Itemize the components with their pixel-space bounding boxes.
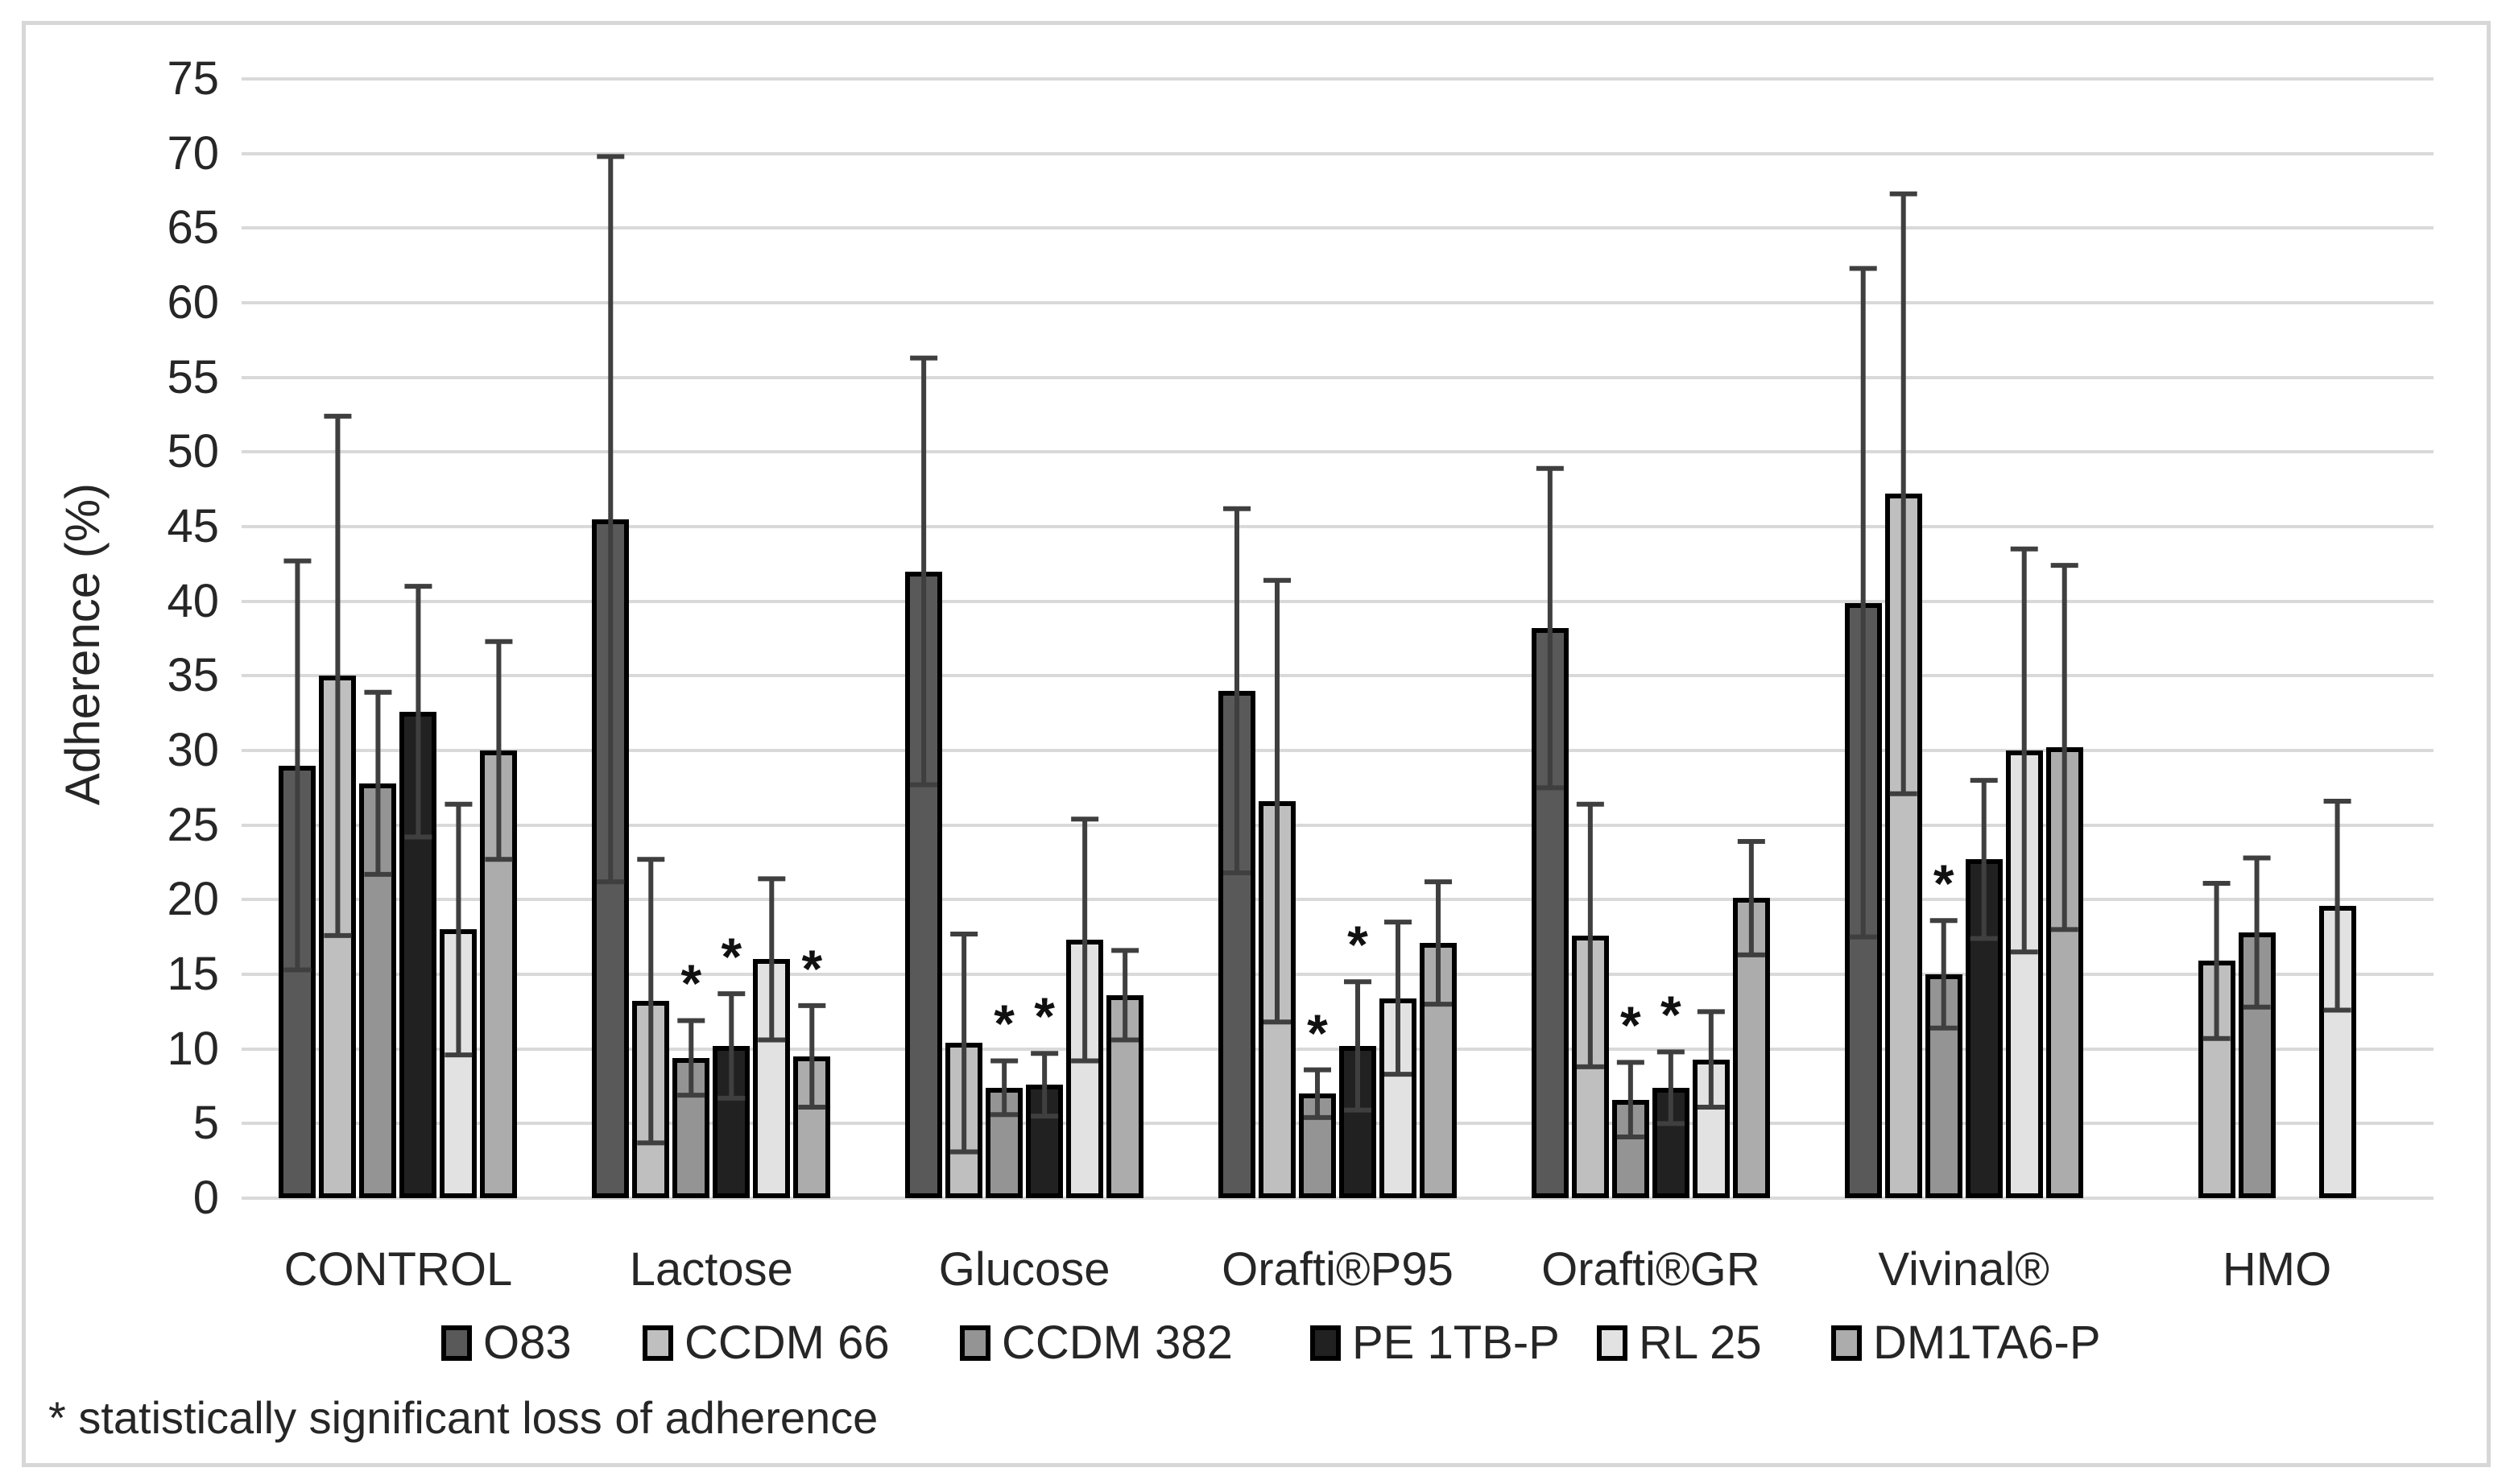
category-label-hmo: HMO [2222,1243,2332,1296]
legend-label: PE 1TB-P [1352,1317,1560,1369]
gridline-y-35 [242,674,2434,678]
significance-asterisk-pe-1tb-p-3: * [1347,915,1368,975]
y-tick-label-50: 50 [167,425,219,478]
legend-label: CCDM 66 [684,1317,890,1369]
bar-ccdm-382-orafti-gr [1611,1099,1649,1198]
y-tick-label-75: 75 [167,52,219,105]
y-tick-label-20: 20 [167,873,219,926]
bar-pe-1tb-p-orafti-p95 [1339,1045,1376,1198]
gridline-y-10 [242,1047,2434,1051]
y-tick-label-0: 0 [192,1172,219,1224]
legend-swatch-icon [441,1325,472,1361]
gridline-y-55 [242,375,2434,379]
legend-swatch-icon [1597,1325,1627,1361]
legend-swatch-icon [1310,1325,1341,1361]
footnote: * statistically significant loss of adhe… [48,1392,879,1443]
category-label-vivinal-: Vivinal® [1878,1243,2049,1296]
significance-asterisk-pe-1tb-p-4: * [1660,985,1681,1045]
y-tick-label-40: 40 [167,574,219,627]
legend-label: O83 [483,1317,572,1369]
legend-swatch-icon [1831,1325,1862,1361]
y-tick-label-30: 30 [167,724,219,776]
gridline-y-60 [242,301,2434,304]
significance-asterisk-ccdm-382-1: * [680,953,702,1014]
gridline-y-0 [242,1197,2434,1200]
bar-ccdm-382-control [359,783,397,1198]
bar-ccdm-382-orafti-p95 [1299,1093,1336,1198]
y-tick-label-60: 60 [167,276,219,329]
category-label-orafti-gr: Orafti®GR [1541,1243,1760,1296]
legend-swatch-icon [960,1325,990,1361]
category-label-control: CONTROL [283,1243,513,1296]
legend-swatch-icon [643,1325,673,1361]
gridline-y-25 [242,823,2434,827]
category-label-glucose: Glucose [938,1243,1110,1296]
category-label-lactose: Lactose [629,1243,793,1296]
legend-label: CCDM 382 [1002,1317,1233,1369]
y-tick-label-35: 35 [167,649,219,702]
significance-asterisk-pe-1tb-p-1: * [721,927,742,987]
significance-asterisk-ccdm-382-4: * [1620,995,1641,1056]
gridline-y-30 [242,749,2434,752]
bar-dm1ta6-p-control [480,750,518,1198]
y-tick-label-55: 55 [167,350,219,403]
significance-asterisk-pe-1tb-p-2: * [1034,986,1055,1047]
legend-label: DM1TA6-P [1873,1317,2101,1369]
gridline-y-40 [242,599,2434,603]
y-tick-label-15: 15 [167,948,219,1000]
y-tick-label-10: 10 [167,1022,219,1075]
y-tick-label-25: 25 [167,798,219,851]
bar-dm1ta6-p-vivinal- [2045,747,2083,1198]
gridline-y-65 [242,226,2434,230]
significance-asterisk-ccdm-382-3: * [1307,1002,1328,1063]
y-tick-label-5: 5 [192,1097,219,1150]
legend-label: RL 25 [1639,1317,1762,1369]
gridline-y-75 [242,77,2434,81]
y-tick-label-45: 45 [167,500,219,552]
y-tick-label-70: 70 [167,126,219,180]
gridline-y-50 [242,450,2434,454]
gridline-y-15 [242,973,2434,976]
category-label-orafti-p95: Orafti®P95 [1222,1243,1454,1296]
gridline-y-5 [242,1122,2434,1126]
significance-asterisk-dm1ta6-p-1: * [801,938,823,998]
gridline-y-70 [242,151,2434,155]
significance-asterisk-ccdm-382-5: * [1933,854,1954,914]
gridline-y-20 [242,898,2434,902]
significance-asterisk-ccdm-382-2: * [994,994,1015,1054]
gridline-y-45 [242,525,2434,528]
y-tick-label-65: 65 [167,201,219,254]
